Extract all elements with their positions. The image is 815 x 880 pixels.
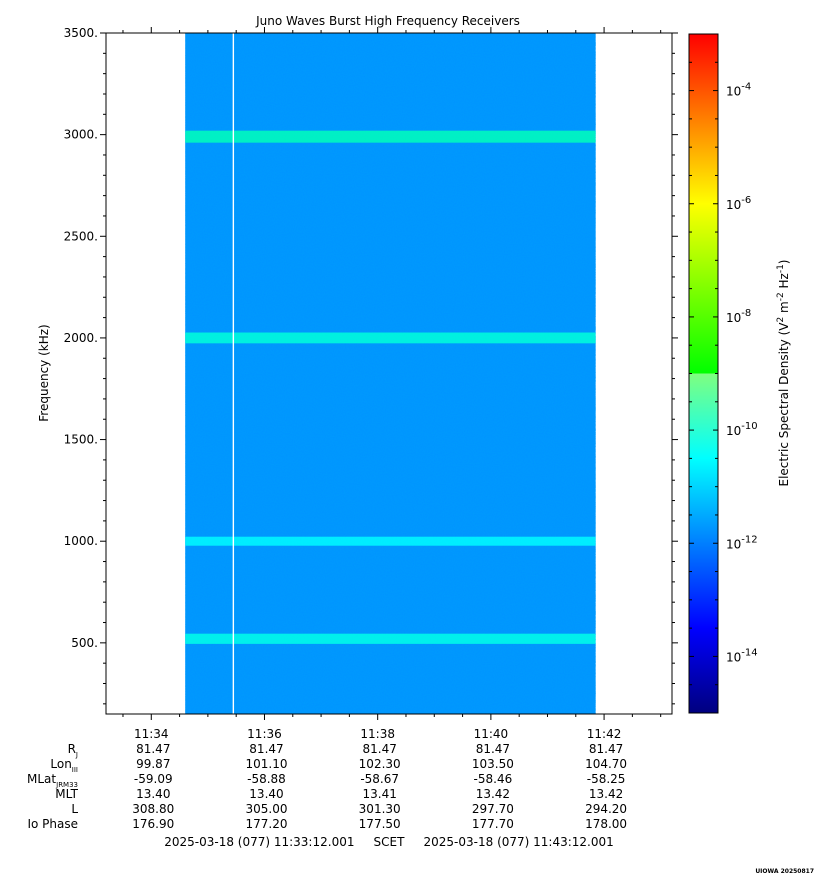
ephemeris-value: 301.30 <box>359 802 401 816</box>
ephemeris-value: 81.47 <box>363 742 397 756</box>
ephemeris-value: 13.40 <box>136 787 170 801</box>
ephemeris-value: 81.47 <box>249 742 283 756</box>
plot-frame <box>105 32 673 715</box>
ephemeris-value: -58.88 <box>247 772 286 786</box>
ephemeris-value: 103.50 <box>472 757 514 771</box>
ephemeris-value: 13.40 <box>249 787 283 801</box>
ephemeris-value: -58.46 <box>474 772 513 786</box>
y-tick-label: 3500. <box>64 26 98 40</box>
x-tick-label: 11:34 <box>134 727 169 741</box>
ephemeris-row-label: Io Phase <box>27 817 78 831</box>
x-tick-label: 11:38 <box>360 727 395 741</box>
y-tick-label: 3000. <box>64 128 98 142</box>
x-tick-label: 11:42 <box>587 727 622 741</box>
x-tick-label: 11:36 <box>247 727 282 741</box>
ephemeris-row-label: MLT <box>55 787 78 801</box>
ephemeris-value: 81.47 <box>476 742 510 756</box>
colorbar-tick-label: 10-6 <box>726 195 751 212</box>
time-range-label: 2025-03-18 (077) 11:33:12.001 SCET 2025-… <box>164 835 614 849</box>
spectrogram-noise <box>185 33 596 714</box>
ephemeris-value: 81.47 <box>589 742 623 756</box>
spectrogram-image <box>185 33 596 714</box>
emission-band <box>185 536 596 546</box>
data-gap-line <box>232 33 235 714</box>
ephemeris-value: 178.00 <box>585 817 627 831</box>
ephemeris-row-label: MLatJRM33 <box>27 772 78 789</box>
emission-band <box>185 130 596 143</box>
ephemeris-value: 297.70 <box>472 802 514 816</box>
y-axis-label: Frequency (kHz) <box>37 324 51 421</box>
x-axis: 11:34 11:36 11:38 11:40 11:42 <box>122 27 662 741</box>
x-tick-label: 11:40 <box>474 727 509 741</box>
emission-band <box>185 633 596 644</box>
ephemeris-value: 102.30 <box>359 757 401 771</box>
ephemeris-row-label: LonIII <box>50 757 78 774</box>
ephemeris-value: 305.00 <box>245 802 287 816</box>
ephemeris-value: 294.20 <box>585 802 627 816</box>
emission-band <box>185 332 596 344</box>
chart-title: Juno Waves Burst High Frequency Receiver… <box>255 14 520 28</box>
ephemeris-value: 13.41 <box>363 787 397 801</box>
colorbar <box>688 33 719 714</box>
y-tick-label: 1500. <box>64 433 98 447</box>
ephemeris-value: -58.25 <box>587 772 626 786</box>
y-tick-label: 500. <box>71 636 98 650</box>
ephemeris-table: RJ 81.47 81.47 81.47 81.47 81.47 LonIII 99.87 10… <box>27 742 627 831</box>
ephemeris-row-label: RJ <box>68 742 78 759</box>
ephemeris-value: 13.42 <box>589 787 623 801</box>
y-axis: 500. 1000. 1500. 2000. 2500. 3000. 3500. <box>64 26 678 705</box>
y-tick-label: 2500. <box>64 229 98 243</box>
colorbar-ticks: 10-14 10-12 10-10 10-8 10-6 10-4 <box>689 61 758 686</box>
colorbar-tick-label: 10-12 <box>726 534 758 551</box>
ephemeris-value: 308.80 <box>132 802 174 816</box>
credit-label: UIOWA 20250817 <box>755 868 814 875</box>
ephemeris-value: 104.70 <box>585 757 627 771</box>
ephemeris-value: 176.90 <box>132 817 174 831</box>
ephemeris-value: 101.10 <box>245 757 287 771</box>
colorbar-label: Electric Spectral Density (V2 m-2 Hz-1) <box>776 259 791 486</box>
colorbar-tick-label: 10-8 <box>726 308 751 325</box>
colorbar-tick-label: 10-4 <box>726 82 751 99</box>
ephemeris-row-label: L <box>71 802 78 816</box>
ephemeris-value: -58.67 <box>360 772 399 786</box>
colorbar-tick-label: 10-14 <box>726 647 758 664</box>
ephemeris-value: 177.20 <box>245 817 287 831</box>
colorbar-tick-label: 10-10 <box>726 421 758 438</box>
ephemeris-value: 177.70 <box>472 817 514 831</box>
y-tick-label: 2000. <box>64 331 98 345</box>
ephemeris-value: 13.42 <box>476 787 510 801</box>
y-tick-label: 1000. <box>64 534 98 548</box>
ephemeris-value: -59.09 <box>134 772 173 786</box>
ephemeris-value: 177.50 <box>359 817 401 831</box>
ephemeris-value: 81.47 <box>136 742 170 756</box>
ephemeris-value: 99.87 <box>136 757 170 771</box>
